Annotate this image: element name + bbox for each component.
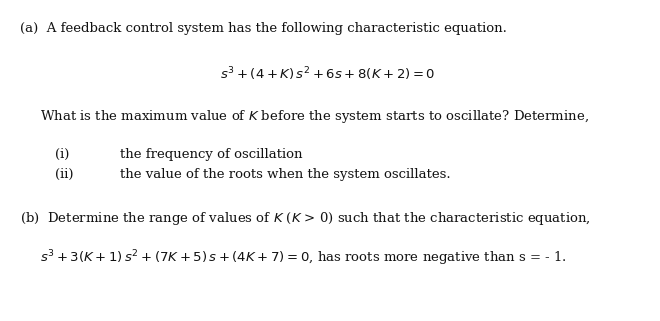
Text: $s^3 + 3(K + 1)\,s^2 + (7K + 5)\,s + (4K + 7) = 0$, has roots more negative than: $s^3 + 3(K + 1)\,s^2 + (7K + 5)\,s + (4K… [40,248,567,268]
Text: the frequency of oscillation: the frequency of oscillation [120,148,302,161]
Text: (a)  A feedback control system has the following characteristic equation.: (a) A feedback control system has the fo… [20,22,507,35]
Text: $s^3 + (4 + K)\, s^2 + 6s + 8(K + 2) = 0$: $s^3 + (4 + K)\, s^2 + 6s + 8(K + 2) = 0… [220,65,436,82]
Text: (i): (i) [55,148,69,161]
Text: What is the maximum value of $K$ before the system starts to oscillate? Determin: What is the maximum value of $K$ before … [40,108,589,125]
Text: the value of the roots when the system oscillates.: the value of the roots when the system o… [120,168,451,181]
Text: (b)  Determine the range of values of $K$ ($K$ > 0) such that the characteristic: (b) Determine the range of values of $K$… [20,210,591,227]
Text: (ii): (ii) [55,168,73,181]
